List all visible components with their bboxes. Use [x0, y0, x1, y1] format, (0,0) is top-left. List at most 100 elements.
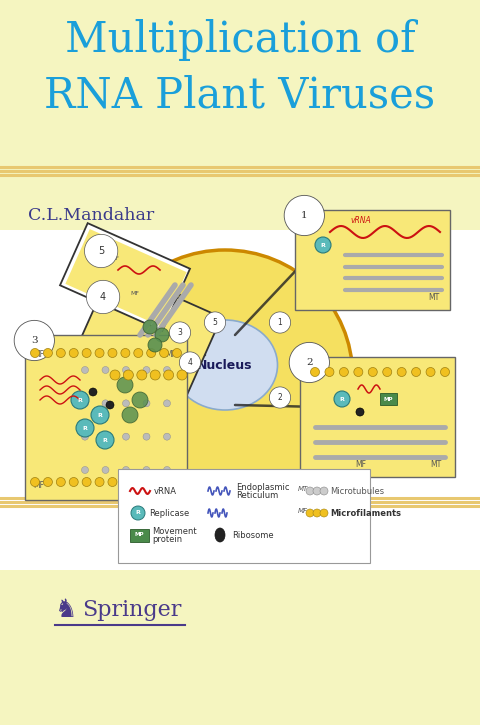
Text: 5: 5: [98, 246, 104, 256]
FancyBboxPatch shape: [118, 469, 370, 563]
Circle shape: [82, 466, 88, 473]
Text: Microtubules: Microtubules: [330, 486, 384, 495]
Circle shape: [122, 433, 130, 440]
Text: Microfilaments: Microfilaments: [330, 508, 401, 518]
Circle shape: [143, 433, 150, 440]
Ellipse shape: [215, 528, 225, 542]
Text: C.L.Mandahar: C.L.Mandahar: [28, 207, 154, 223]
Circle shape: [31, 478, 39, 486]
Text: MF: MF: [33, 481, 44, 490]
Circle shape: [164, 370, 174, 380]
FancyBboxPatch shape: [295, 210, 450, 310]
Text: vRNA: vRNA: [154, 486, 177, 495]
FancyBboxPatch shape: [0, 0, 480, 230]
Circle shape: [122, 399, 130, 407]
Text: R: R: [78, 397, 83, 402]
Polygon shape: [65, 229, 187, 327]
Circle shape: [159, 349, 168, 357]
Circle shape: [122, 466, 130, 473]
Circle shape: [368, 368, 377, 376]
Circle shape: [397, 368, 406, 376]
FancyBboxPatch shape: [25, 335, 187, 500]
Circle shape: [102, 433, 109, 440]
Circle shape: [356, 408, 364, 416]
Circle shape: [334, 391, 350, 407]
Circle shape: [122, 367, 130, 373]
Text: 2: 2: [306, 358, 312, 367]
Text: MP: MP: [134, 532, 144, 537]
Circle shape: [123, 370, 133, 380]
FancyBboxPatch shape: [380, 393, 396, 405]
Circle shape: [164, 399, 170, 407]
Text: Nucleus: Nucleus: [197, 358, 253, 371]
FancyBboxPatch shape: [0, 573, 480, 725]
Text: 3: 3: [178, 328, 182, 337]
Text: MP: MP: [383, 397, 393, 402]
Circle shape: [306, 509, 314, 517]
Circle shape: [82, 433, 88, 440]
Circle shape: [164, 433, 170, 440]
Circle shape: [108, 349, 117, 357]
Text: Multiplication of: Multiplication of: [65, 19, 415, 61]
Circle shape: [89, 388, 97, 396]
Circle shape: [143, 367, 150, 373]
Ellipse shape: [97, 250, 352, 500]
Circle shape: [147, 478, 156, 486]
Circle shape: [95, 349, 104, 357]
Circle shape: [164, 367, 170, 373]
Circle shape: [143, 466, 150, 473]
Circle shape: [102, 399, 109, 407]
Text: MF: MF: [165, 350, 176, 359]
FancyBboxPatch shape: [130, 529, 148, 542]
Circle shape: [134, 478, 143, 486]
Text: R: R: [339, 397, 345, 402]
Circle shape: [137, 370, 147, 380]
Circle shape: [82, 478, 91, 486]
Text: R: R: [83, 426, 87, 431]
Circle shape: [426, 368, 435, 376]
Text: Springer: Springer: [82, 599, 181, 621]
Circle shape: [164, 466, 170, 473]
Text: MT: MT: [428, 293, 439, 302]
Text: Endoplasmic: Endoplasmic: [236, 484, 289, 492]
Circle shape: [339, 368, 348, 376]
Circle shape: [117, 377, 133, 393]
Circle shape: [91, 406, 109, 424]
Circle shape: [134, 349, 143, 357]
Text: Replicase: Replicase: [149, 508, 189, 518]
Circle shape: [320, 487, 328, 495]
Circle shape: [82, 349, 91, 357]
Text: Ribosome: Ribosome: [232, 531, 274, 539]
Circle shape: [383, 368, 392, 376]
Text: 2: 2: [277, 393, 282, 402]
Text: 1: 1: [277, 318, 282, 327]
Text: MF: MF: [130, 291, 139, 296]
Text: vRNA: vRNA: [350, 216, 371, 225]
FancyBboxPatch shape: [300, 357, 455, 477]
Circle shape: [121, 478, 130, 486]
Circle shape: [311, 368, 320, 376]
Ellipse shape: [172, 320, 277, 410]
Circle shape: [131, 506, 145, 520]
Circle shape: [96, 431, 114, 449]
Text: R: R: [135, 510, 141, 515]
Circle shape: [122, 407, 138, 423]
Text: MT: MT: [298, 486, 308, 492]
Text: R: R: [97, 413, 102, 418]
Circle shape: [172, 478, 181, 486]
Circle shape: [313, 487, 321, 495]
Circle shape: [121, 349, 130, 357]
Text: MF: MF: [110, 256, 119, 261]
Circle shape: [155, 328, 169, 342]
Polygon shape: [74, 268, 222, 402]
Circle shape: [108, 478, 117, 486]
Circle shape: [150, 370, 160, 380]
Text: MT: MT: [430, 460, 441, 469]
Text: 4: 4: [188, 358, 192, 367]
Circle shape: [313, 509, 321, 517]
Circle shape: [76, 419, 94, 437]
Text: Movement: Movement: [152, 528, 197, 536]
Text: RNA Plant Viruses: RNA Plant Viruses: [45, 74, 435, 116]
Text: 3: 3: [31, 336, 37, 345]
Circle shape: [56, 478, 65, 486]
